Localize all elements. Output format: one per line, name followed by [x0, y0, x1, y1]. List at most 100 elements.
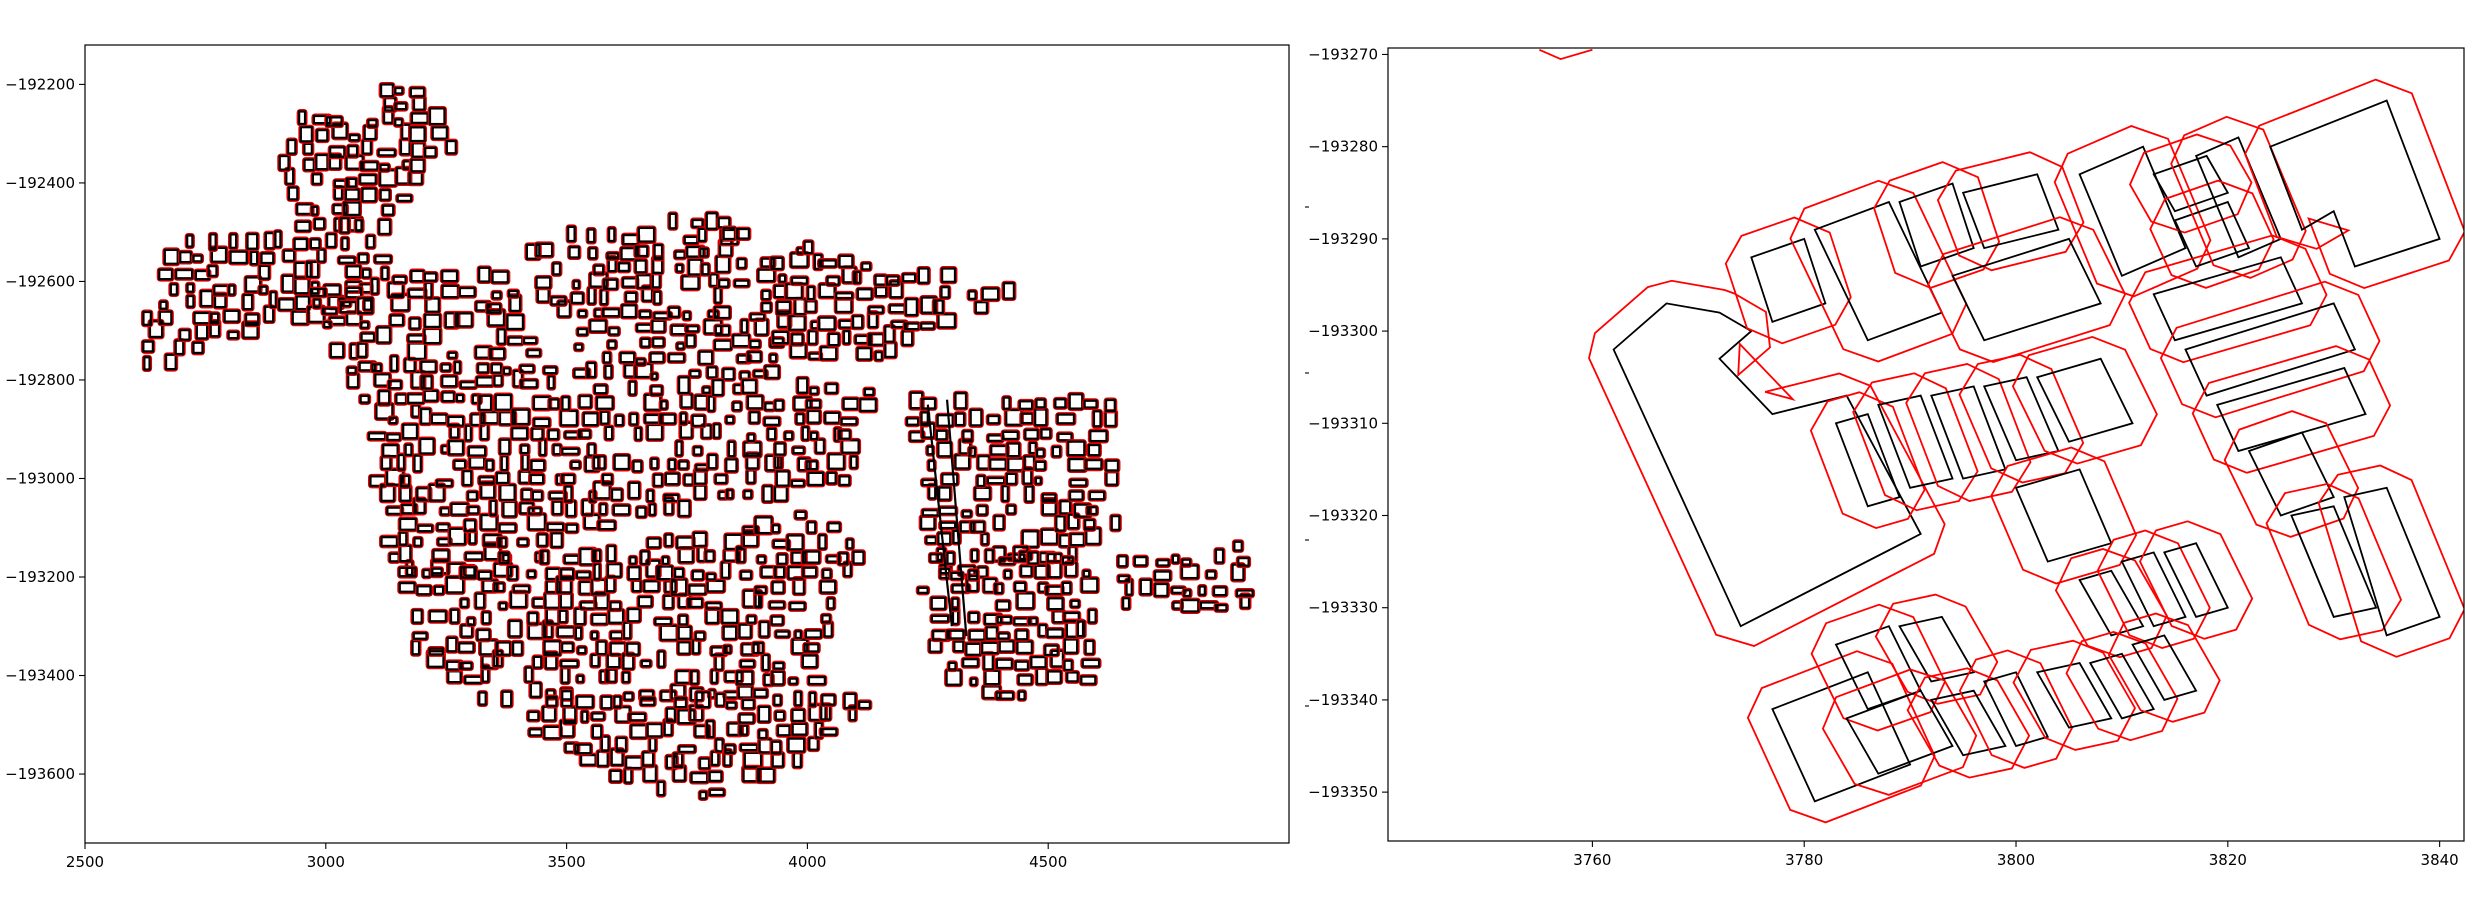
- zoom-plot-area: [1539, 48, 2464, 824]
- overview-buffer-outline: [704, 571, 718, 582]
- overview-buffer-outline: [587, 318, 609, 334]
- overview-building-footprint: [760, 257, 776, 268]
- overview-building-footprint: [329, 342, 345, 359]
- overview-buffer-outline: [434, 478, 455, 489]
- overview-building-footprint: [399, 517, 417, 531]
- overview-buffer-outline: [511, 583, 532, 595]
- overview-buffer-outline: [529, 458, 547, 473]
- overview-building-footprint: [244, 313, 260, 326]
- overview-building-footprint: [163, 248, 179, 265]
- overview-building-footprint: [724, 744, 736, 754]
- overview-building-footprint: [1080, 675, 1097, 685]
- overview-building-footprint: [179, 251, 192, 264]
- overview-buffer-outline: [676, 613, 690, 627]
- overview-buffer-outline: [716, 489, 730, 501]
- overview-building-footprint: [316, 129, 329, 142]
- overview-buffer-outline: [674, 439, 685, 458]
- overview-buffer-outline: [476, 569, 494, 582]
- overview-buffer-outline: [497, 437, 512, 457]
- overview-buffer-outline: [626, 480, 642, 501]
- overview-building-footprint: [771, 581, 785, 594]
- overview-building-footprint: [1069, 478, 1088, 487]
- overview-building-footprint: [652, 337, 665, 348]
- overview-buffer-outline: [554, 574, 574, 595]
- overview-buffer-outline: [953, 411, 967, 428]
- overview-buffer-outline: [625, 606, 643, 624]
- overview-building-footprint: [346, 366, 357, 375]
- overview-building-footprint: [1110, 515, 1121, 531]
- overview-building-footprint: [242, 321, 259, 339]
- overview-building-footprint: [715, 738, 724, 753]
- zoom-xtick-label: 3840: [2421, 851, 2459, 869]
- overview-building-footprint: [974, 301, 989, 314]
- overview-building-footprint: [1034, 460, 1046, 471]
- overview-building-footprint: [739, 743, 759, 752]
- overview-buffer-outline: [140, 309, 154, 328]
- zoom-buffer-outline: [1746, 650, 1936, 824]
- overview-buffer-outline: [807, 702, 828, 723]
- overview-buffer-outline: [453, 310, 475, 329]
- overview-building-footprint: [903, 322, 920, 331]
- zoom-buffer-outline: [2149, 179, 2275, 289]
- overview-buffer-outline: [908, 390, 925, 411]
- overview-building-footprint: [629, 412, 639, 426]
- overview-building-footprint: [564, 431, 582, 439]
- overview-buffer-outline: [724, 700, 739, 711]
- overview-building-footprint: [856, 288, 873, 300]
- overview-building-footprint: [1117, 555, 1128, 568]
- overview-buffer-outline: [579, 709, 590, 725]
- overview-building-footprint: [338, 256, 356, 264]
- overview-building-footprint: [713, 306, 731, 320]
- overview-building-footprint: [470, 413, 485, 427]
- overview-buffer-outline: [958, 519, 977, 534]
- overview-building-footprint: [1017, 690, 1026, 701]
- overview-building-footprint: [861, 262, 872, 271]
- overview-building-footprint: [765, 454, 780, 472]
- overview-buffer-outline: [645, 488, 656, 504]
- overview-buffer-outline: [800, 549, 822, 566]
- overview-building-footprint: [675, 440, 683, 457]
- overview-building-footprint: [164, 353, 177, 371]
- overview-building-footprint: [478, 476, 495, 485]
- overview-building-footprint: [423, 272, 438, 282]
- zoom-building-footprint: [2078, 569, 2145, 637]
- overview-building-footprint: [736, 258, 747, 269]
- overview-building-footprint: [572, 280, 580, 290]
- overview-buffer-outline: [312, 216, 327, 231]
- zoom-building-footprint: [1898, 182, 1975, 268]
- overview-buffer-outline: [392, 116, 405, 128]
- overview-building-footprint: [987, 414, 1000, 425]
- overview-buffer-outline: [633, 425, 644, 443]
- zoom-buffer-outline: [1821, 668, 1978, 796]
- overview-buffer-outline: [1091, 408, 1103, 429]
- overview-buffer-outline: [807, 690, 818, 709]
- overview-buffer-outline: [168, 281, 180, 298]
- overview-building-footprint: [427, 650, 445, 668]
- overview-buffer-outline: [826, 331, 842, 348]
- overview-buffer-outline: [419, 373, 435, 391]
- overview-buffer-outline: [320, 306, 339, 317]
- overview-buffer-outline: [737, 622, 754, 641]
- overview-buffer-outline: [916, 265, 931, 286]
- zoom-ytick-label: −193350: [1308, 783, 1378, 801]
- overview-building-footprint: [858, 700, 871, 710]
- overview-building-footprint: [664, 533, 673, 548]
- overview-buffer-outline: [1001, 280, 1017, 301]
- overview-buffer-outline: [475, 627, 492, 643]
- overview-building-footprint: [597, 520, 616, 531]
- overview-building-footprint: [628, 712, 647, 722]
- zoom-buffer-outline: [2011, 335, 2158, 465]
- overview-buffer-outline: [931, 298, 946, 316]
- overview-building-footprint: [705, 720, 715, 739]
- overview-buffer-outline: [378, 162, 392, 173]
- overview-buffer-outline: [1061, 610, 1082, 624]
- overview-buffer-outline: [673, 695, 689, 710]
- overview-building-footprint: [483, 534, 502, 547]
- overview-buffer-outline: [1072, 502, 1093, 520]
- overview-buffer-outline: [930, 628, 952, 643]
- overview-buffer-outline: [212, 291, 228, 310]
- overview-building-footprint: [547, 375, 555, 390]
- overview-building-footprint: [660, 400, 668, 410]
- overview-building-footprint: [345, 177, 358, 188]
